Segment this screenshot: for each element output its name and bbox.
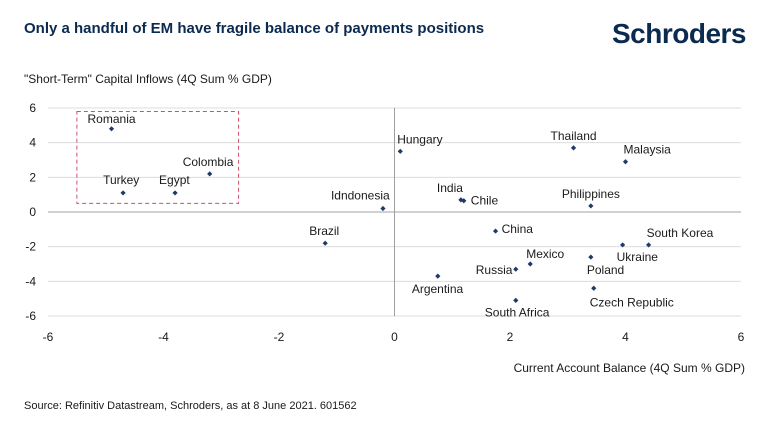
data-point <box>397 148 403 154</box>
data-label: Brazil <box>309 224 339 238</box>
data-label: Argentina <box>412 282 464 296</box>
x-tick-label: 2 <box>507 330 514 344</box>
data-point <box>646 242 652 248</box>
data-point <box>513 297 519 303</box>
y-tick-label: -2 <box>25 240 36 254</box>
data-label: South Africa <box>485 305 550 319</box>
data-label: Malaysia <box>624 143 672 157</box>
data-label: Romania <box>88 112 136 126</box>
data-point <box>380 205 386 212</box>
x-tick-label: -2 <box>274 330 285 344</box>
data-point <box>172 190 178 196</box>
data-label: Poland <box>587 263 624 277</box>
data-label: Colombia <box>183 155 234 169</box>
data-label: Hungary <box>397 132 442 146</box>
x-tick-label: 0 <box>391 330 398 344</box>
source-note: Source: Refinitiv Datastream, Schroders,… <box>24 400 357 412</box>
data-point <box>588 203 594 209</box>
data-label: Mexico <box>526 247 564 261</box>
data-points <box>108 126 652 303</box>
data-point <box>570 145 577 151</box>
data-point <box>620 242 626 248</box>
data-point <box>588 254 594 260</box>
data-label: Philippines <box>562 187 620 201</box>
data-label: Egypt <box>159 173 190 187</box>
chart-title: Only a handful of EM have fragile balanc… <box>24 20 485 37</box>
y-tick-label: 4 <box>29 136 36 150</box>
data-label: Idndonesia <box>331 189 390 203</box>
data-point <box>458 197 464 203</box>
data-label: Ukraine <box>617 250 659 264</box>
axes <box>48 108 741 316</box>
data-point <box>591 285 597 291</box>
data-label: Thailand <box>551 129 597 143</box>
data-label: Czech Republic <box>590 295 674 309</box>
y-tick-labels: 6 4 2 0 -2 -4 -6 <box>25 101 36 323</box>
x-tick-label: -6 <box>43 330 54 344</box>
highlight-box <box>76 110 240 204</box>
data-point <box>120 190 126 196</box>
data-label: Russia <box>476 263 513 277</box>
data-point <box>527 261 533 267</box>
data-labels: Romania Turkey Egypt Colombia Brazil Idndones… <box>88 112 714 320</box>
data-point <box>322 240 328 246</box>
data-label: Turkey <box>103 173 139 187</box>
data-point <box>513 266 519 272</box>
data-label: South Korea <box>647 226 714 240</box>
x-tick-labels: -6 -4 -2 0 2 4 6 <box>43 330 745 344</box>
data-label: Chile <box>471 194 499 208</box>
data-label: China <box>502 222 534 236</box>
data-point <box>435 273 441 279</box>
data-point <box>108 126 115 132</box>
x-tick-label: -4 <box>158 330 169 344</box>
y-tick-label: -4 <box>25 274 36 288</box>
x-tick-label: 6 <box>738 330 745 344</box>
data-point <box>492 228 499 234</box>
y-tick-label: 0 <box>29 205 36 219</box>
data-label: India <box>437 181 463 195</box>
data-point <box>461 198 467 204</box>
data-point <box>207 171 213 177</box>
y-tick-label: -6 <box>25 309 36 323</box>
y-tick-label: 6 <box>29 101 36 115</box>
y-tick-label: 2 <box>29 170 36 184</box>
x-axis-label: Current Account Balance (4Q Sum % GDP) <box>514 361 745 375</box>
schroders-logo: Schroders <box>612 18 747 49</box>
x-tick-label: 4 <box>622 330 629 344</box>
y-axis-label: "Short-Term" Capital Inflows (4Q Sum % G… <box>24 72 272 86</box>
data-point <box>622 159 629 165</box>
